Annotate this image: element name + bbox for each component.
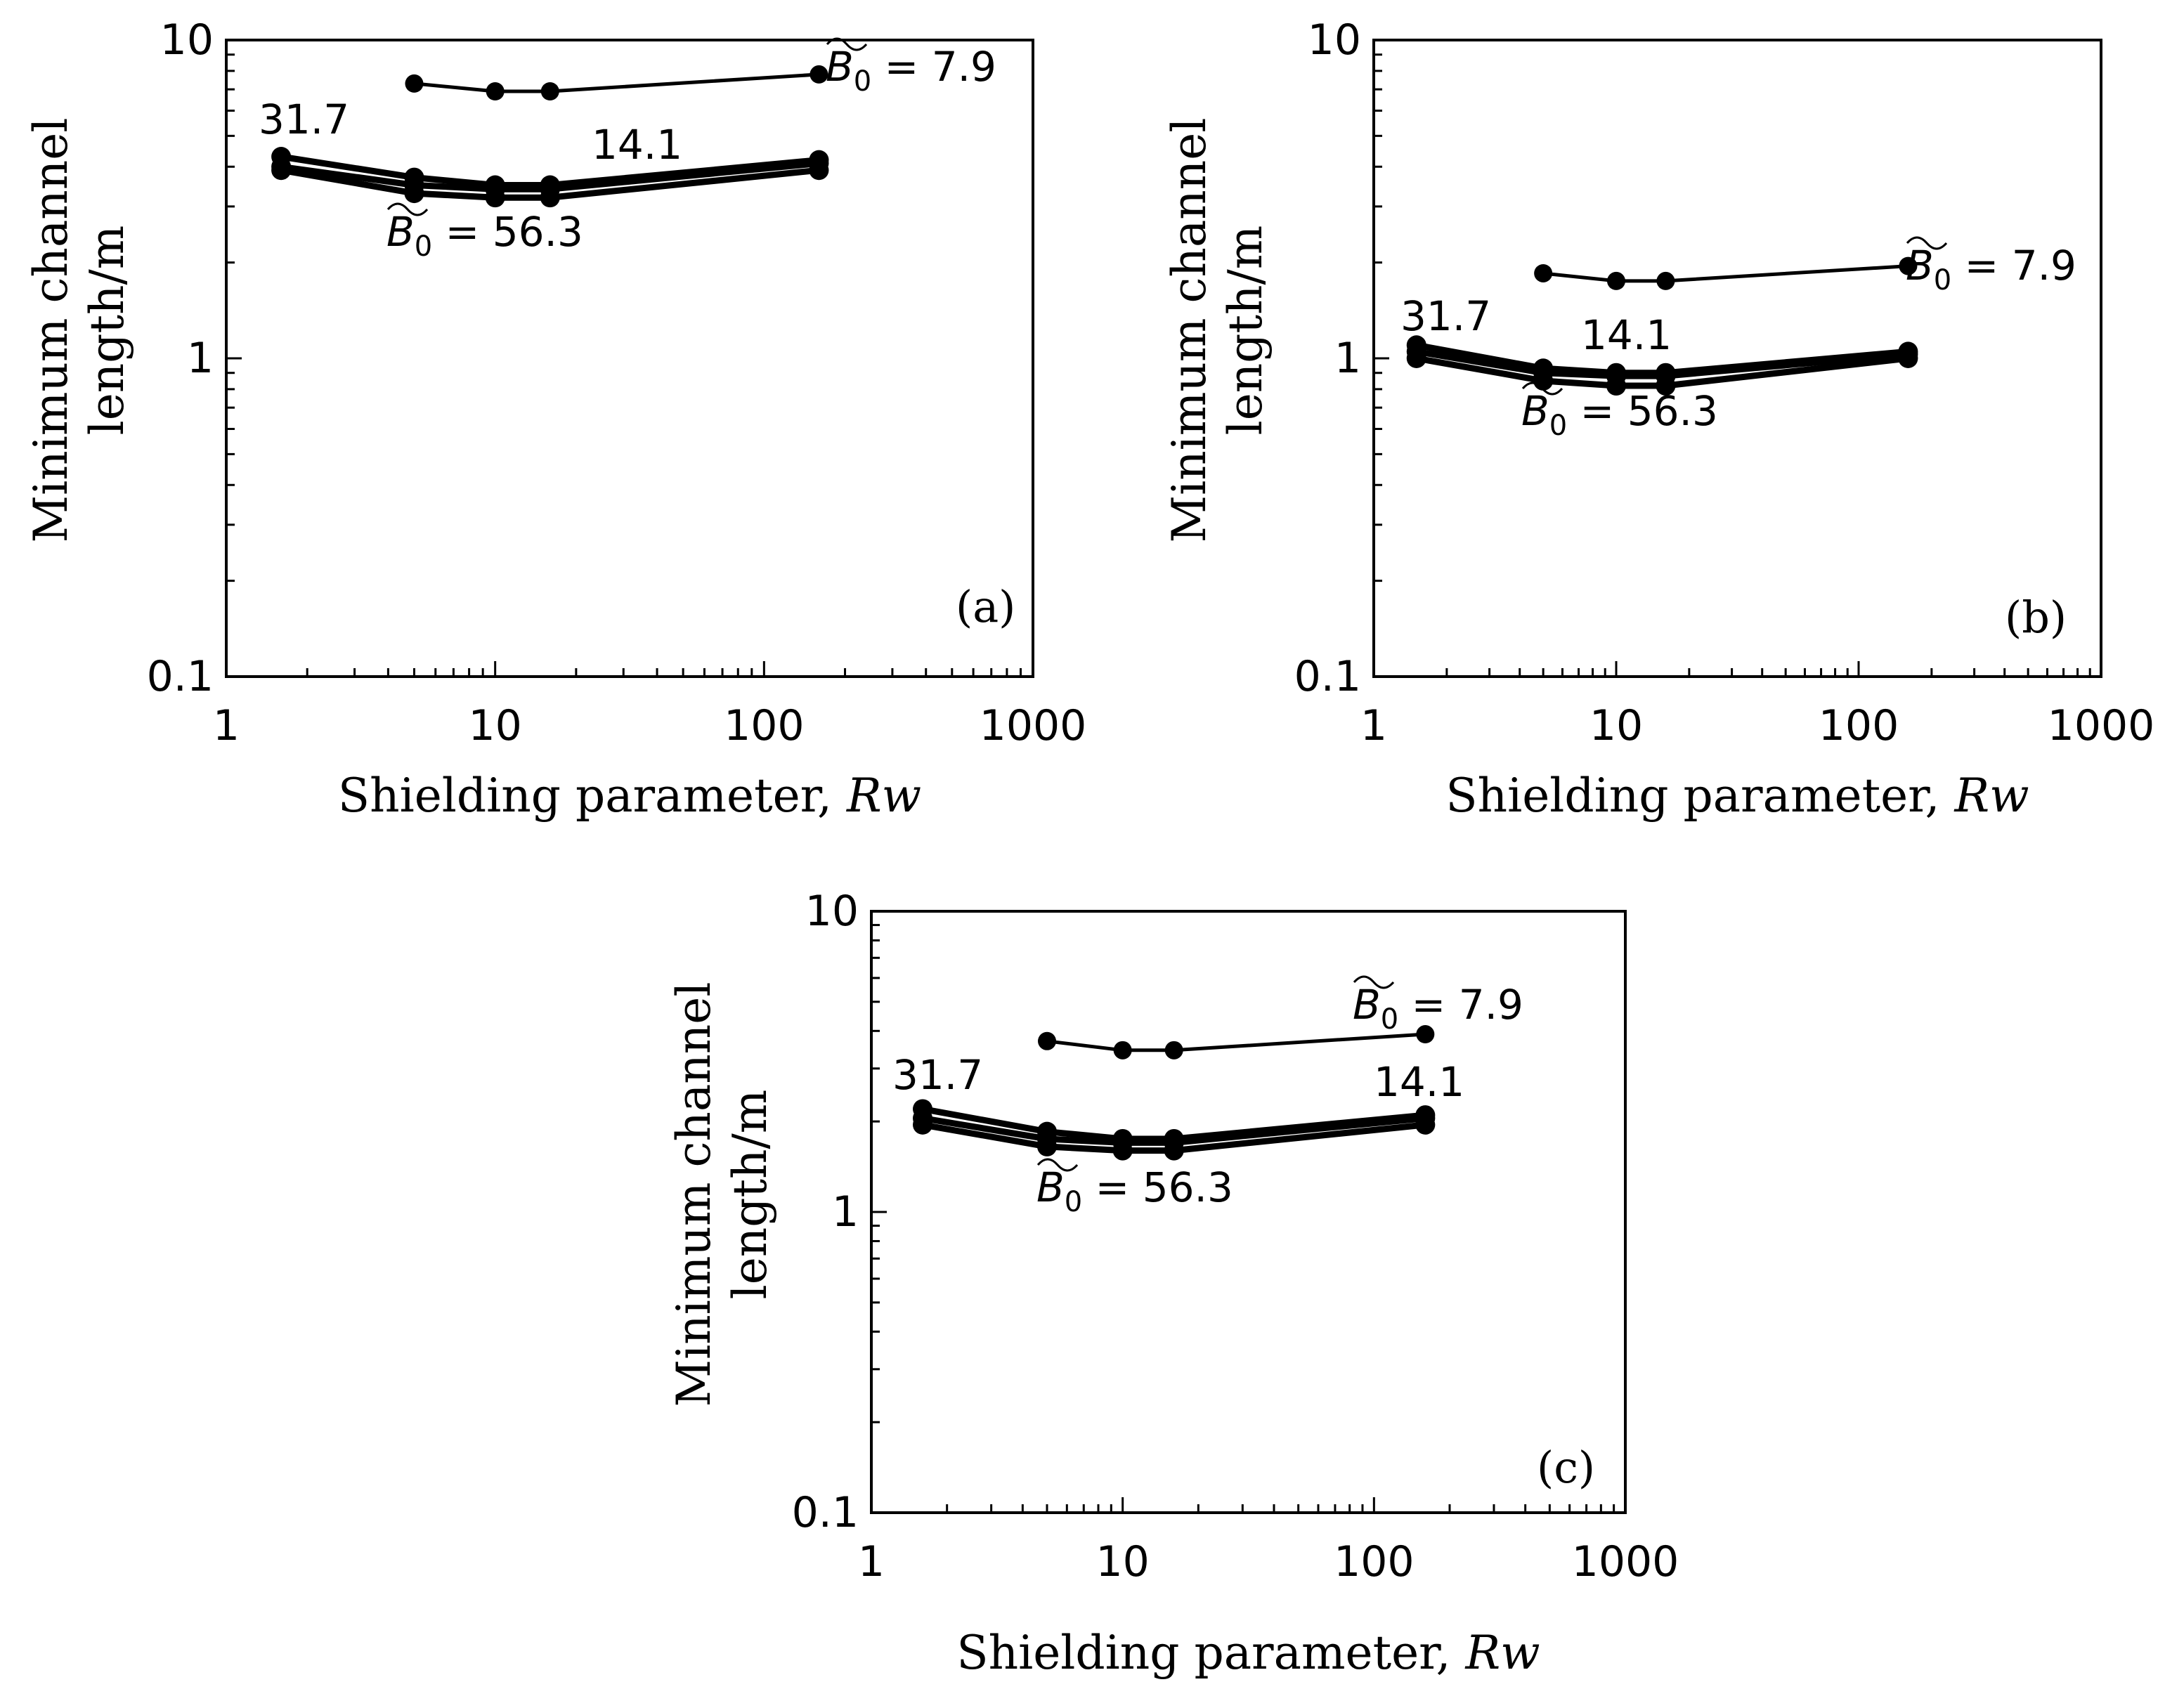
data-point (1898, 348, 1918, 368)
data-point (1899, 256, 1918, 275)
y-tick-label: 0.1 (792, 1488, 859, 1537)
data-point (1415, 1114, 1436, 1135)
series-line (1542, 264, 1909, 283)
annotation-b0-56-3: B0 = 56.3 (386, 208, 583, 263)
panel-label: (a) (956, 581, 1015, 632)
x-tick-label: 1000 (1572, 1537, 1679, 1586)
tilde-accent (1521, 382, 1563, 396)
tilde-accent (1036, 1158, 1079, 1172)
data-point (486, 82, 505, 101)
data-point (1037, 1031, 1056, 1050)
panel-label: (b) (2005, 592, 2067, 643)
data-point (1606, 376, 1626, 396)
data-point (809, 160, 829, 181)
series (913, 1114, 1436, 1161)
data-point (1164, 1140, 1184, 1161)
annotation-14-1: 14.1 (1581, 311, 1672, 359)
y-tick-label: 10 (1308, 15, 1361, 65)
series (1037, 1025, 1435, 1060)
data-point (271, 147, 292, 167)
data-point (1113, 1041, 1132, 1060)
x-tick-label: 1 (1360, 701, 1387, 750)
data-point (1656, 376, 1676, 396)
tilde-accent (1353, 975, 1395, 989)
data-point (1406, 348, 1426, 368)
x-tick-label: 1000 (2048, 701, 2155, 750)
series-line (414, 72, 819, 93)
annotation-b0-56-3: B0 = 56.3 (1521, 387, 1718, 442)
annotation-b0-7-9: B0 = 7.9 (826, 43, 996, 98)
y-axis-title: Minimum channel length/m (1162, 118, 1273, 543)
x-tick-label: 100 (724, 701, 805, 750)
data-point (1036, 1121, 1057, 1142)
annotation-31-7: 31.7 (259, 96, 349, 143)
y-tick-label: 1 (1334, 334, 1361, 383)
y-axis-title-line2: length/m (80, 226, 134, 436)
y-axis-title: Minimum channel length/m (24, 118, 134, 543)
y-axis-title: Minimum channel length/m (667, 982, 777, 1407)
data-point (485, 188, 505, 208)
data-point (1534, 263, 1553, 282)
annotation-14-1: 14.1 (592, 121, 682, 169)
data-point (1164, 1041, 1183, 1060)
tilde-accent (386, 202, 429, 216)
data-point (271, 160, 292, 181)
tilde-accent (826, 37, 868, 51)
y-axis-title-line1: Minimum channel (1162, 118, 1216, 543)
data-point (1607, 271, 1625, 290)
data-point (1656, 271, 1675, 290)
y-axis-title-line2: length/m (1218, 226, 1273, 436)
x-tick-label: 10 (1589, 701, 1643, 750)
x-tick-label: 1 (858, 1537, 885, 1586)
data-point (1112, 1140, 1133, 1161)
series (405, 65, 828, 101)
x-tick-label: 1000 (980, 701, 1087, 750)
series (1534, 256, 1918, 290)
data-point (405, 74, 424, 93)
series-line (1046, 1032, 1426, 1052)
annotation-31-7: 31.7 (1400, 292, 1491, 340)
x-tick-label: 100 (1334, 1537, 1415, 1586)
series (271, 160, 829, 208)
x-tick-label: 10 (1095, 1537, 1149, 1586)
annotation-14-1: 14.1 (1374, 1058, 1464, 1106)
y-axis-title-line1: Minimum channel (667, 982, 721, 1407)
data-point (404, 183, 424, 204)
data-point (540, 82, 559, 101)
y-tick-label: 1 (832, 1187, 859, 1237)
data-point (1036, 1136, 1057, 1156)
data-point (1416, 1025, 1435, 1044)
y-tick-label: 0.1 (1294, 652, 1361, 701)
y-tick-label: 0.1 (147, 652, 214, 701)
y-tick-label: 10 (805, 887, 859, 936)
y-axis-title-line2: length/m (723, 1090, 777, 1300)
x-axis-title: Shielding parameter, Rw (956, 1626, 1540, 1680)
y-tick-label: 1 (187, 334, 214, 383)
x-tick-label: 1 (213, 701, 240, 750)
x-tick-label: 100 (1819, 701, 1899, 750)
x-tick-label: 10 (468, 701, 521, 750)
data-point (810, 65, 828, 84)
annotation-31-7: 31.7 (892, 1051, 983, 1099)
data-point (913, 1114, 933, 1135)
x-axis-title: Shielding parameter, Rw (338, 769, 921, 823)
y-axis-title-line1: Minimum channel (24, 118, 78, 543)
x-axis-title: Shielding parameter, Rw (1445, 769, 2029, 823)
tilde-accent (1906, 236, 1948, 250)
data-point (540, 188, 560, 208)
y-tick-label: 10 (160, 15, 214, 65)
annotation-b0-56-3: B0 = 56.3 (1036, 1163, 1233, 1218)
data-point (913, 1099, 933, 1119)
annotation-b0-7-9: B0 = 7.9 (1353, 981, 1523, 1036)
data-point (404, 167, 424, 188)
panel-label: (c) (1537, 1442, 1595, 1493)
annotation-b0-7-9: B0 = 7.9 (1906, 242, 2076, 296)
